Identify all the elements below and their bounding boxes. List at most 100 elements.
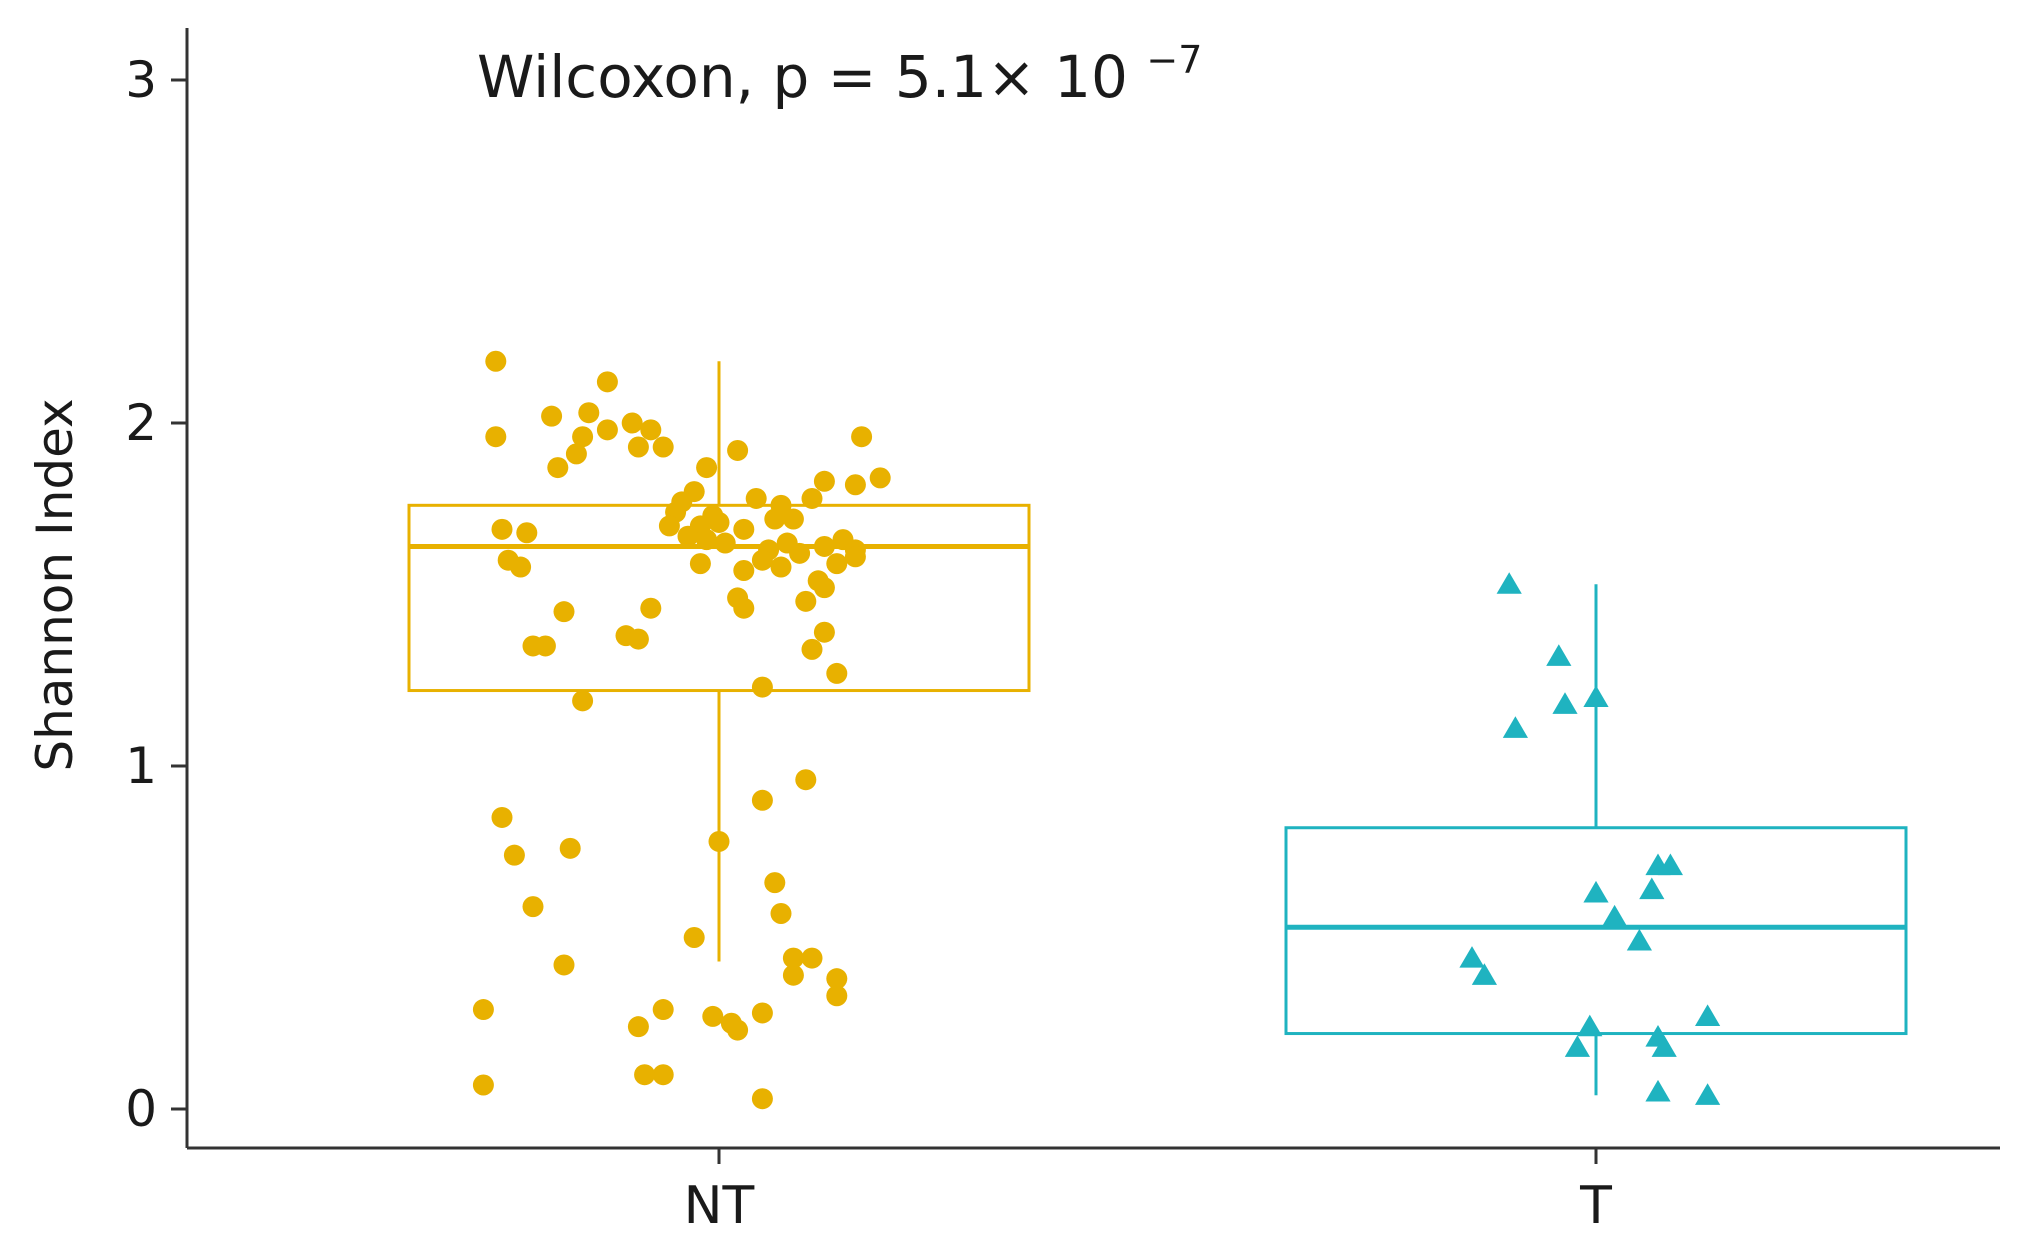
data-point <box>782 947 804 969</box>
data-point <box>559 837 581 859</box>
data-point <box>541 405 563 427</box>
data-point <box>677 525 699 547</box>
data-point <box>553 601 575 623</box>
data-point <box>553 954 575 976</box>
data-point <box>801 638 823 660</box>
data-point <box>1645 853 1671 876</box>
data-point <box>826 968 848 990</box>
box-groups <box>407 350 1908 1110</box>
data-point <box>491 518 513 540</box>
data-point <box>795 590 817 612</box>
data-point <box>733 597 755 619</box>
data-point <box>1502 716 1528 738</box>
data-point <box>1552 692 1578 714</box>
data-point <box>627 436 649 458</box>
y-axis-ticks: 0 1 2 3 <box>125 51 187 1138</box>
data-point <box>510 556 532 578</box>
data-point <box>751 789 773 811</box>
data-point <box>708 511 730 533</box>
data-point <box>733 559 755 581</box>
data-point <box>770 556 792 578</box>
data-point <box>1602 904 1628 927</box>
data-point <box>1626 928 1652 951</box>
data-point <box>764 872 786 894</box>
data-point <box>1471 963 1497 985</box>
data-point <box>1577 1014 1603 1037</box>
data-point <box>826 662 848 684</box>
iqr-box <box>407 503 1031 693</box>
data-point <box>652 1064 674 1086</box>
data-point <box>751 1002 773 1024</box>
data-point <box>596 419 618 441</box>
box-group-nt <box>407 350 1031 1110</box>
iqr-box <box>1284 826 1908 1036</box>
data-point <box>534 635 556 657</box>
data-point <box>522 896 544 918</box>
data-point <box>652 999 674 1021</box>
data-point <box>869 467 891 489</box>
data-point <box>708 830 730 852</box>
data-point <box>658 515 680 537</box>
data-point <box>745 487 767 509</box>
y-axis-label: Shannon Index <box>26 398 84 771</box>
y-tick-label: 0 <box>125 1080 157 1138</box>
wilcoxon-annotation: Wilcoxon, p = 5.1× 10 −7 <box>477 38 1202 111</box>
data-point <box>1583 880 1609 903</box>
data-point <box>801 947 823 969</box>
data-point <box>813 621 835 643</box>
data-point <box>764 508 786 530</box>
data-point <box>640 597 662 619</box>
x-tick-label: T <box>1579 1176 1612 1236</box>
data-point <box>652 436 674 458</box>
data-point <box>1564 1035 1590 1057</box>
data-point <box>634 1064 656 1086</box>
data-point <box>727 439 749 461</box>
data-point <box>621 412 643 434</box>
y-tick-label: 3 <box>125 51 157 109</box>
data-point <box>1583 685 1609 707</box>
x-tick-label: NT <box>684 1176 755 1236</box>
data-point <box>751 1088 773 1110</box>
data-point <box>1546 644 1572 666</box>
data-point <box>689 553 711 575</box>
data-point <box>782 508 804 530</box>
box-group-t <box>1284 572 1908 1105</box>
data-point <box>503 844 525 866</box>
data-point <box>782 964 804 986</box>
data-point <box>472 999 494 1021</box>
data-point <box>1459 946 1485 968</box>
data-point <box>572 690 594 712</box>
data-point <box>826 553 848 575</box>
data-point <box>770 902 792 924</box>
data-point <box>813 535 835 557</box>
data-point <box>727 1019 749 1041</box>
data-point <box>596 371 618 393</box>
data-point <box>1695 1004 1721 1026</box>
data-point <box>485 350 507 372</box>
data-point <box>696 529 718 551</box>
data-point <box>751 549 773 571</box>
data-point <box>491 806 513 828</box>
data-point <box>1496 572 1522 594</box>
data-point <box>547 457 569 479</box>
data-point <box>485 426 507 448</box>
data-point <box>844 474 866 496</box>
data-point <box>813 470 835 492</box>
data-point <box>813 577 835 599</box>
data-point <box>472 1074 494 1096</box>
data-point <box>851 426 873 448</box>
annotation-text: Wilcoxon, p = 5.1× 10 <box>477 43 1128 111</box>
data-point <box>789 542 811 564</box>
data-point <box>565 443 587 465</box>
data-point <box>627 628 649 650</box>
data-point <box>640 419 662 441</box>
data-point <box>516 522 538 544</box>
x-axis-ticks: NT T <box>684 1148 1612 1236</box>
data-point <box>795 769 817 791</box>
data-point <box>683 927 705 948</box>
y-tick-label: 2 <box>125 394 157 452</box>
data-point <box>1695 1083 1721 1105</box>
data-point <box>1645 1079 1671 1102</box>
data-point <box>627 1016 649 1038</box>
